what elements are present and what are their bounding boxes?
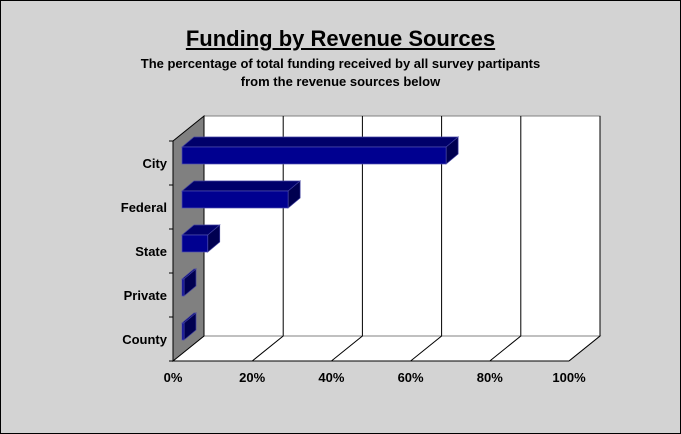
y-category-label: County [122,332,168,347]
bar-city [181,146,447,165]
chart-subtitle-line-2: from the revenue sources below [240,74,441,89]
bar-top-city [181,136,460,148]
x-tick-label: 40% [318,370,344,385]
bar-top-federal [181,180,302,192]
gridline [331,116,363,362]
x-tick-label: 0% [164,370,183,385]
bar-federal [181,190,289,209]
y-category-label: City [142,156,167,171]
y-category-label: State [135,244,167,259]
gridline [410,116,443,362]
y-category-label: Federal [121,200,167,215]
x-tick-label: 80% [477,370,503,385]
x-tick-label: 20% [239,370,265,385]
x-tick-label: 60% [398,370,424,385]
bar-state [181,234,209,253]
chart-subtitle-line-1: The percentage of total funding received… [140,56,541,71]
floor [171,335,602,362]
bar-county [181,322,185,341]
gridline [568,116,601,362]
chart-title: Funding by Revenue Sources [185,26,496,51]
x-tick-label: 100% [552,370,586,385]
gridline [489,116,522,362]
y-category-label: Private [124,288,167,303]
bar-private [181,278,185,297]
